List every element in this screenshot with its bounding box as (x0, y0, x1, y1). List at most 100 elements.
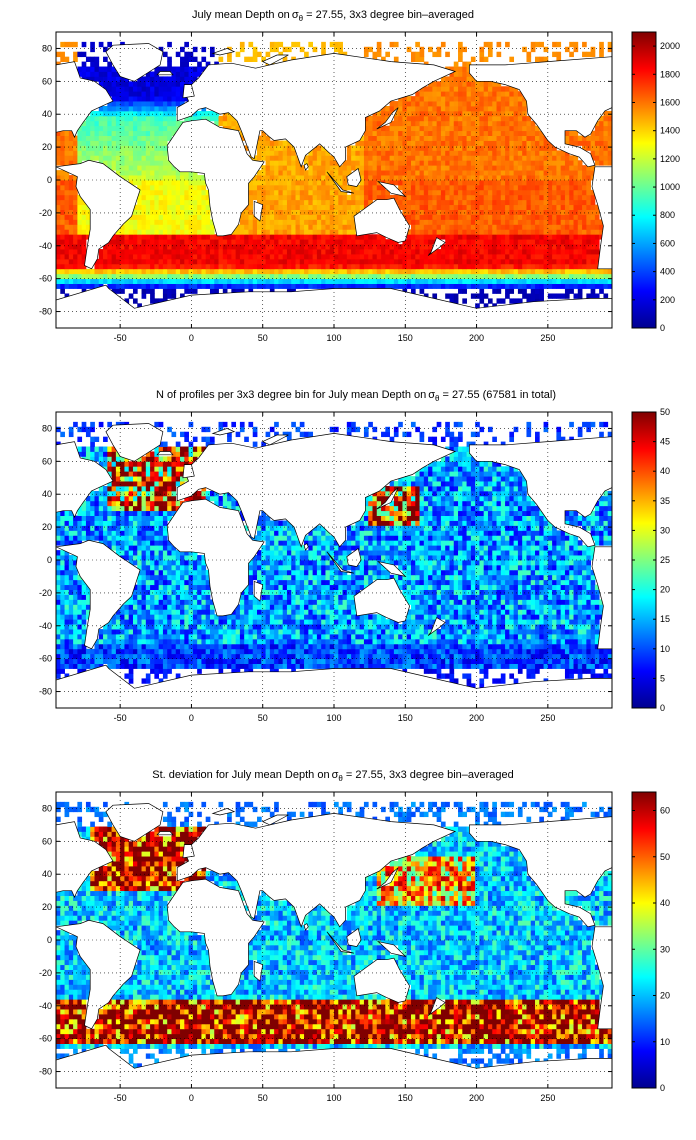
heatmap-cell (599, 283, 604, 289)
heatmap-cell (445, 658, 450, 664)
heatmap-cell (453, 180, 459, 186)
heatmap-cell (560, 160, 566, 166)
heatmap-cell (410, 145, 416, 151)
heatmap-cell (496, 283, 502, 289)
heatmap-cell (449, 145, 455, 151)
heatmap-cell (342, 239, 348, 245)
heatmap-cell (440, 130, 446, 136)
heatmap-cell (201, 106, 207, 112)
heatmap-cell (73, 278, 78, 284)
heatmap-cell (479, 81, 485, 87)
heatmap-cell (60, 41, 65, 48)
heatmap-cell (334, 239, 339, 245)
heatmap-cell (530, 249, 536, 255)
heatmap-cell (402, 268, 408, 275)
heatmap-cell (342, 175, 348, 181)
heatmap-cell (372, 170, 378, 176)
heatmap-cell (556, 254, 562, 260)
heatmap-cell (415, 96, 420, 102)
panel-1-coastlines (56, 43, 612, 328)
heatmap-cell (261, 273, 266, 280)
heatmap-cell (94, 61, 100, 67)
heatmap-cell (487, 91, 493, 97)
heatmap-cell (496, 229, 502, 235)
heatmap-cell (158, 263, 164, 270)
heatmap-cell (449, 254, 455, 260)
heatmap-cell (124, 263, 130, 270)
heatmap-cell (325, 175, 331, 181)
heatmap-cell (128, 180, 134, 186)
heatmap-cell (466, 135, 472, 141)
heatmap-cell (582, 204, 587, 210)
heatmap-cell (509, 145, 515, 151)
heatmap-cell (154, 244, 160, 250)
heatmap-cell (158, 66, 164, 72)
heatmap-cell (338, 224, 343, 230)
heatmap-cell (436, 125, 442, 132)
heatmap-cell (73, 658, 78, 664)
heatmap-cell (475, 110, 480, 117)
heatmap-cell (257, 150, 262, 156)
heatmap-cell (535, 219, 540, 225)
y-tick-label: 40 (42, 109, 52, 119)
heatmap-cell (128, 125, 134, 132)
heatmap-cell (410, 214, 416, 220)
heatmap-cell (334, 165, 339, 171)
heatmap-cell (462, 106, 467, 112)
heatmap-cell (158, 160, 164, 166)
heatmap-cell (530, 268, 536, 275)
heatmap-cell (107, 278, 112, 284)
heatmap-cell (526, 263, 532, 270)
heatmap-cell (492, 150, 497, 156)
heatmap-cell (162, 135, 168, 141)
heatmap-cell (201, 66, 207, 72)
heatmap-cell (509, 115, 515, 122)
heatmap-cell (586, 653, 592, 660)
heatmap-cell (158, 76, 164, 82)
heatmap-cell (252, 234, 258, 240)
heatmap-cell (522, 101, 527, 107)
heatmap-cell (103, 71, 108, 77)
heatmap-cell (487, 263, 493, 270)
heatmap-cell (479, 283, 485, 289)
heatmap-cell (145, 180, 151, 186)
heatmap-cell (500, 110, 506, 117)
heatmap-cell (594, 663, 600, 669)
heatmap-cell (496, 204, 502, 210)
heatmap-cell (342, 263, 348, 270)
heatmap-cell (487, 140, 493, 146)
heatmap-cell (423, 160, 429, 166)
heatmap-cell (141, 263, 147, 270)
heatmap-cell (141, 658, 147, 664)
heatmap-cell (599, 135, 604, 141)
heatmap-cell (385, 180, 390, 186)
heatmap-cell (505, 288, 510, 294)
heatmap-cell (513, 209, 519, 215)
heatmap-cell (73, 663, 78, 669)
heatmap-cell (458, 46, 463, 53)
heatmap-cell (577, 278, 583, 284)
heatmap-cell (513, 170, 519, 176)
heatmap-cell (81, 61, 87, 67)
heatmap-cell (154, 155, 160, 161)
heatmap-cell (590, 194, 596, 201)
heatmap-cell (577, 668, 583, 674)
heatmap-cell (526, 135, 532, 141)
heatmap-cell (68, 658, 74, 664)
heatmap-cell (73, 199, 78, 206)
heatmap-cell (539, 278, 544, 284)
heatmap-cell (393, 155, 399, 161)
y-tick-label: -20 (39, 208, 52, 218)
heatmap-cell (257, 229, 262, 235)
heatmap-cell (509, 130, 515, 136)
heatmap-cell (299, 219, 305, 225)
heatmap-cell (513, 165, 519, 171)
heatmap-cell (295, 165, 301, 171)
heatmap-cell (483, 150, 489, 156)
heatmap-cell (180, 244, 185, 250)
heatmap-cell (346, 145, 352, 151)
heatmap-cell (599, 224, 604, 230)
heatmap-cell (547, 234, 553, 240)
heatmap-cell (184, 283, 189, 289)
heatmap-cell (351, 663, 356, 669)
